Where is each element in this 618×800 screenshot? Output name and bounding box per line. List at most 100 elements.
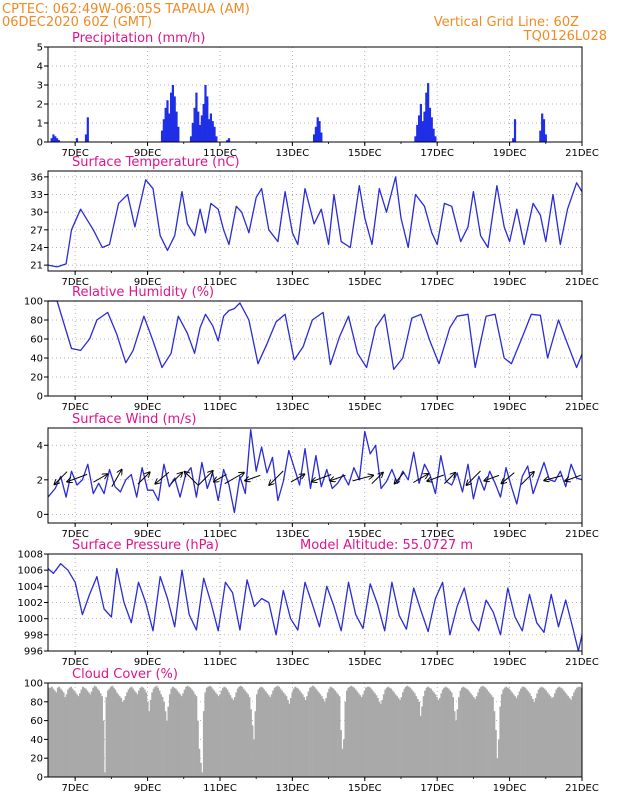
precip-bar: [318, 121, 321, 142]
precip-bar: [414, 136, 417, 142]
cloud-bar: [158, 690, 161, 777]
cloud-bar: [109, 686, 112, 777]
cloud-bar: [239, 685, 242, 777]
cloud-bar: [306, 696, 308, 777]
cloud-bar: [225, 687, 227, 777]
cloud-bar: [62, 692, 65, 777]
cloud-bar: [525, 689, 528, 777]
cloud-bar: [341, 748, 344, 777]
temp-ytick-label: 24: [30, 243, 43, 254]
cloud-bar: [312, 685, 314, 777]
cloud-bar: [412, 691, 415, 777]
cloud-bar: [546, 692, 549, 777]
cloud-bar: [92, 687, 95, 777]
cloud-bar: [263, 689, 266, 777]
wind-vector-arrow: [111, 469, 122, 488]
rh-xtick-label: 9DEC: [134, 402, 161, 413]
wind-vector-arrow: [170, 472, 183, 485]
cloud-bar: [160, 694, 162, 777]
cloud-bar: [365, 687, 367, 777]
precip-bar: [86, 117, 89, 142]
precip-bar: [198, 124, 202, 142]
cloud-bar: [192, 691, 195, 777]
precip-bar: [84, 134, 88, 142]
cloud-bar: [353, 687, 356, 777]
temp-xtick-label: 21DEC: [565, 277, 599, 288]
precip-bar: [541, 113, 544, 142]
cloud-bar: [143, 689, 146, 777]
cloud-bar: [549, 696, 552, 777]
temp-xtick-label: 11DEC: [203, 277, 237, 288]
temp-xtick-label: 7DEC: [61, 277, 88, 288]
cloud-bar: [49, 687, 52, 777]
cloud-bar: [163, 701, 165, 777]
cloud-bar: [508, 688, 511, 777]
cloud-bar: [337, 694, 339, 777]
cloud-xtick-label: 7DEC: [61, 783, 88, 794]
cloud-bar: [254, 711, 257, 777]
wind-xtick-label: 15DEC: [348, 529, 382, 540]
wind-xtick-label: 7DEC: [61, 529, 88, 540]
cloud-bar: [177, 692, 180, 777]
cloud-bar: [487, 691, 490, 777]
cloud-bar: [257, 689, 260, 777]
cloud-bar: [112, 687, 115, 777]
cloud-bar: [406, 685, 409, 777]
wind-vector-arrow: [197, 471, 213, 486]
cloud-bar: [202, 711, 205, 777]
cloud-bar: [528, 693, 531, 777]
cloud-bar: [574, 689, 577, 777]
cloud-bar: [388, 687, 391, 777]
cloud-bar: [410, 689, 413, 777]
cloud-bar: [199, 762, 202, 777]
wind-vector-arrow: [484, 474, 500, 480]
cloud-bar: [496, 758, 499, 777]
cloud-bar: [80, 689, 83, 777]
wind-vector-arrow: [544, 475, 563, 481]
cloud-bar: [104, 772, 106, 777]
cloud-bar: [171, 686, 174, 777]
cloud-bar: [191, 689, 193, 777]
rh-xtick-label: 19DEC: [493, 402, 527, 413]
cloud-bar: [328, 688, 331, 777]
cloud-bar: [64, 697, 67, 777]
press-ytick-label: 1006: [18, 566, 43, 577]
cloud-bar: [555, 689, 558, 777]
cloud-bar: [332, 688, 335, 777]
cloud-bar: [295, 687, 298, 777]
precip-bar: [542, 119, 546, 142]
cloud-bar: [374, 693, 376, 777]
cloud-bar: [182, 693, 185, 777]
cloud-bar: [378, 701, 381, 777]
cloud-bar: [466, 689, 469, 777]
cloud-bar: [427, 686, 429, 777]
cloud-bar: [437, 699, 440, 777]
precip-bar: [52, 134, 55, 142]
precip-bar: [226, 140, 229, 142]
cloud-bar: [105, 697, 108, 777]
rh-xtick-label: 21DEC: [565, 402, 599, 413]
cloud-bar: [294, 686, 297, 777]
cloud-bar: [135, 692, 137, 777]
press-ytick-label: 998: [24, 630, 43, 641]
cloud-bar: [93, 685, 96, 777]
cloud-bar: [146, 701, 149, 777]
cloud-bar: [366, 686, 369, 777]
cloud-bar: [515, 698, 518, 777]
cloud-bar: [356, 691, 359, 777]
cloud-ytick-label: 20: [30, 754, 43, 765]
cloud-bar: [331, 687, 334, 777]
cloud-bar: [260, 686, 263, 777]
rh-ytick-label: 100: [24, 297, 43, 308]
cloud-bar: [372, 691, 375, 777]
cloud-bar: [404, 686, 407, 777]
precip-bar: [320, 132, 323, 142]
cloud-bar: [78, 693, 81, 777]
cloud-bar: [506, 687, 509, 777]
cloud-bar: [297, 688, 300, 777]
cloud-bar: [208, 685, 211, 777]
cloud-bar: [335, 692, 338, 777]
cloud-bar: [469, 693, 472, 777]
precip-bar: [209, 113, 213, 142]
cloud-bar: [543, 688, 546, 777]
